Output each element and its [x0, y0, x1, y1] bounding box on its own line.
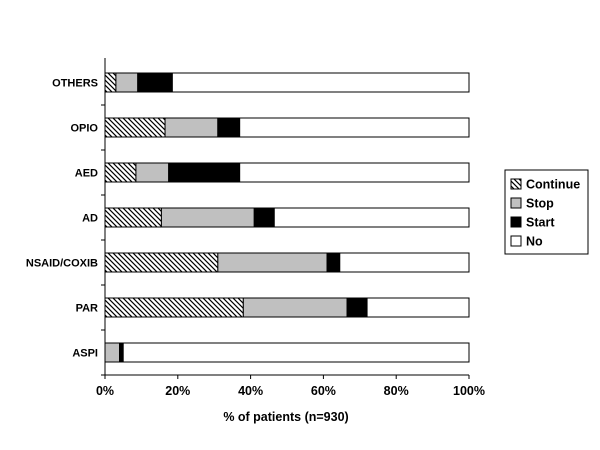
bar-aspi-no — [122, 342, 470, 363]
x-tick-label: 0% — [96, 384, 114, 398]
category-label-ad: AD — [82, 213, 98, 225]
bar-par-no — [366, 297, 470, 318]
bar-ad-stop — [160, 207, 255, 228]
bar-nsaid-coxib-no — [339, 252, 470, 273]
bar-others-continue — [104, 72, 117, 93]
bar-aed-no — [239, 162, 470, 183]
plot-area — [104, 58, 470, 376]
bar-opio-no — [239, 117, 470, 138]
bar-others-stop — [115, 72, 139, 93]
category-label-aed: AED — [75, 168, 98, 180]
bar-others-no — [171, 72, 470, 93]
bar-opio-start — [217, 117, 241, 138]
x-tick-label: 40% — [238, 384, 263, 398]
category-label-others: OTHERS — [52, 78, 98, 90]
x-tick-label: 60% — [311, 384, 336, 398]
legend-label-continue: Continue — [526, 178, 580, 192]
category-label-aspi: ASPI — [72, 348, 98, 360]
legend-swatch-continue — [510, 178, 522, 190]
legend: Continue Stop Start No — [504, 169, 589, 255]
bar-nsaid-coxib-continue — [104, 252, 219, 273]
bar-ad-start — [253, 207, 275, 228]
bar-nsaid-coxib-stop — [217, 252, 328, 273]
bar-aed-continue — [104, 162, 137, 183]
bar-aspi-stop — [104, 342, 121, 363]
category-label-nsaid-coxib: NSAID/COXIB — [26, 258, 98, 270]
legend-swatch-stop — [510, 197, 522, 209]
bar-aed-stop — [135, 162, 170, 183]
legend-label-stop: Stop — [526, 197, 554, 211]
bar-aed-start — [168, 162, 241, 183]
category-label-par: PAR — [76, 303, 98, 315]
x-axis-ticks: 0% 20% 40% 60% 80% 100% — [96, 375, 485, 398]
bar-par-start — [346, 297, 368, 318]
bar-nsaid-coxib-start — [326, 252, 341, 273]
x-tick-label: 100% — [453, 384, 485, 398]
x-tick-label: 20% — [165, 384, 190, 398]
bar-aspi-start — [119, 342, 124, 363]
bar-others-start — [137, 72, 173, 93]
bar-par-continue — [104, 297, 244, 318]
legend-swatch-start — [510, 216, 522, 228]
y-axis-categories: ASPI PAR NSAID/COXIB AD AED OPIO OTHERS — [26, 78, 105, 376]
category-label-opio: OPIO — [70, 123, 98, 135]
bar-opio-continue — [104, 117, 166, 138]
legend-label-start: Start — [526, 216, 555, 230]
legend-swatch-no — [510, 235, 522, 247]
bar-ad-continue — [104, 207, 162, 228]
x-axis-label: % of patients (n=930) — [223, 410, 348, 424]
legend-label-no: No — [526, 235, 543, 249]
bar-ad-no — [273, 207, 470, 228]
x-tick-label: 80% — [384, 384, 409, 398]
bar-par-stop — [242, 297, 348, 318]
bar-opio-stop — [164, 117, 219, 138]
